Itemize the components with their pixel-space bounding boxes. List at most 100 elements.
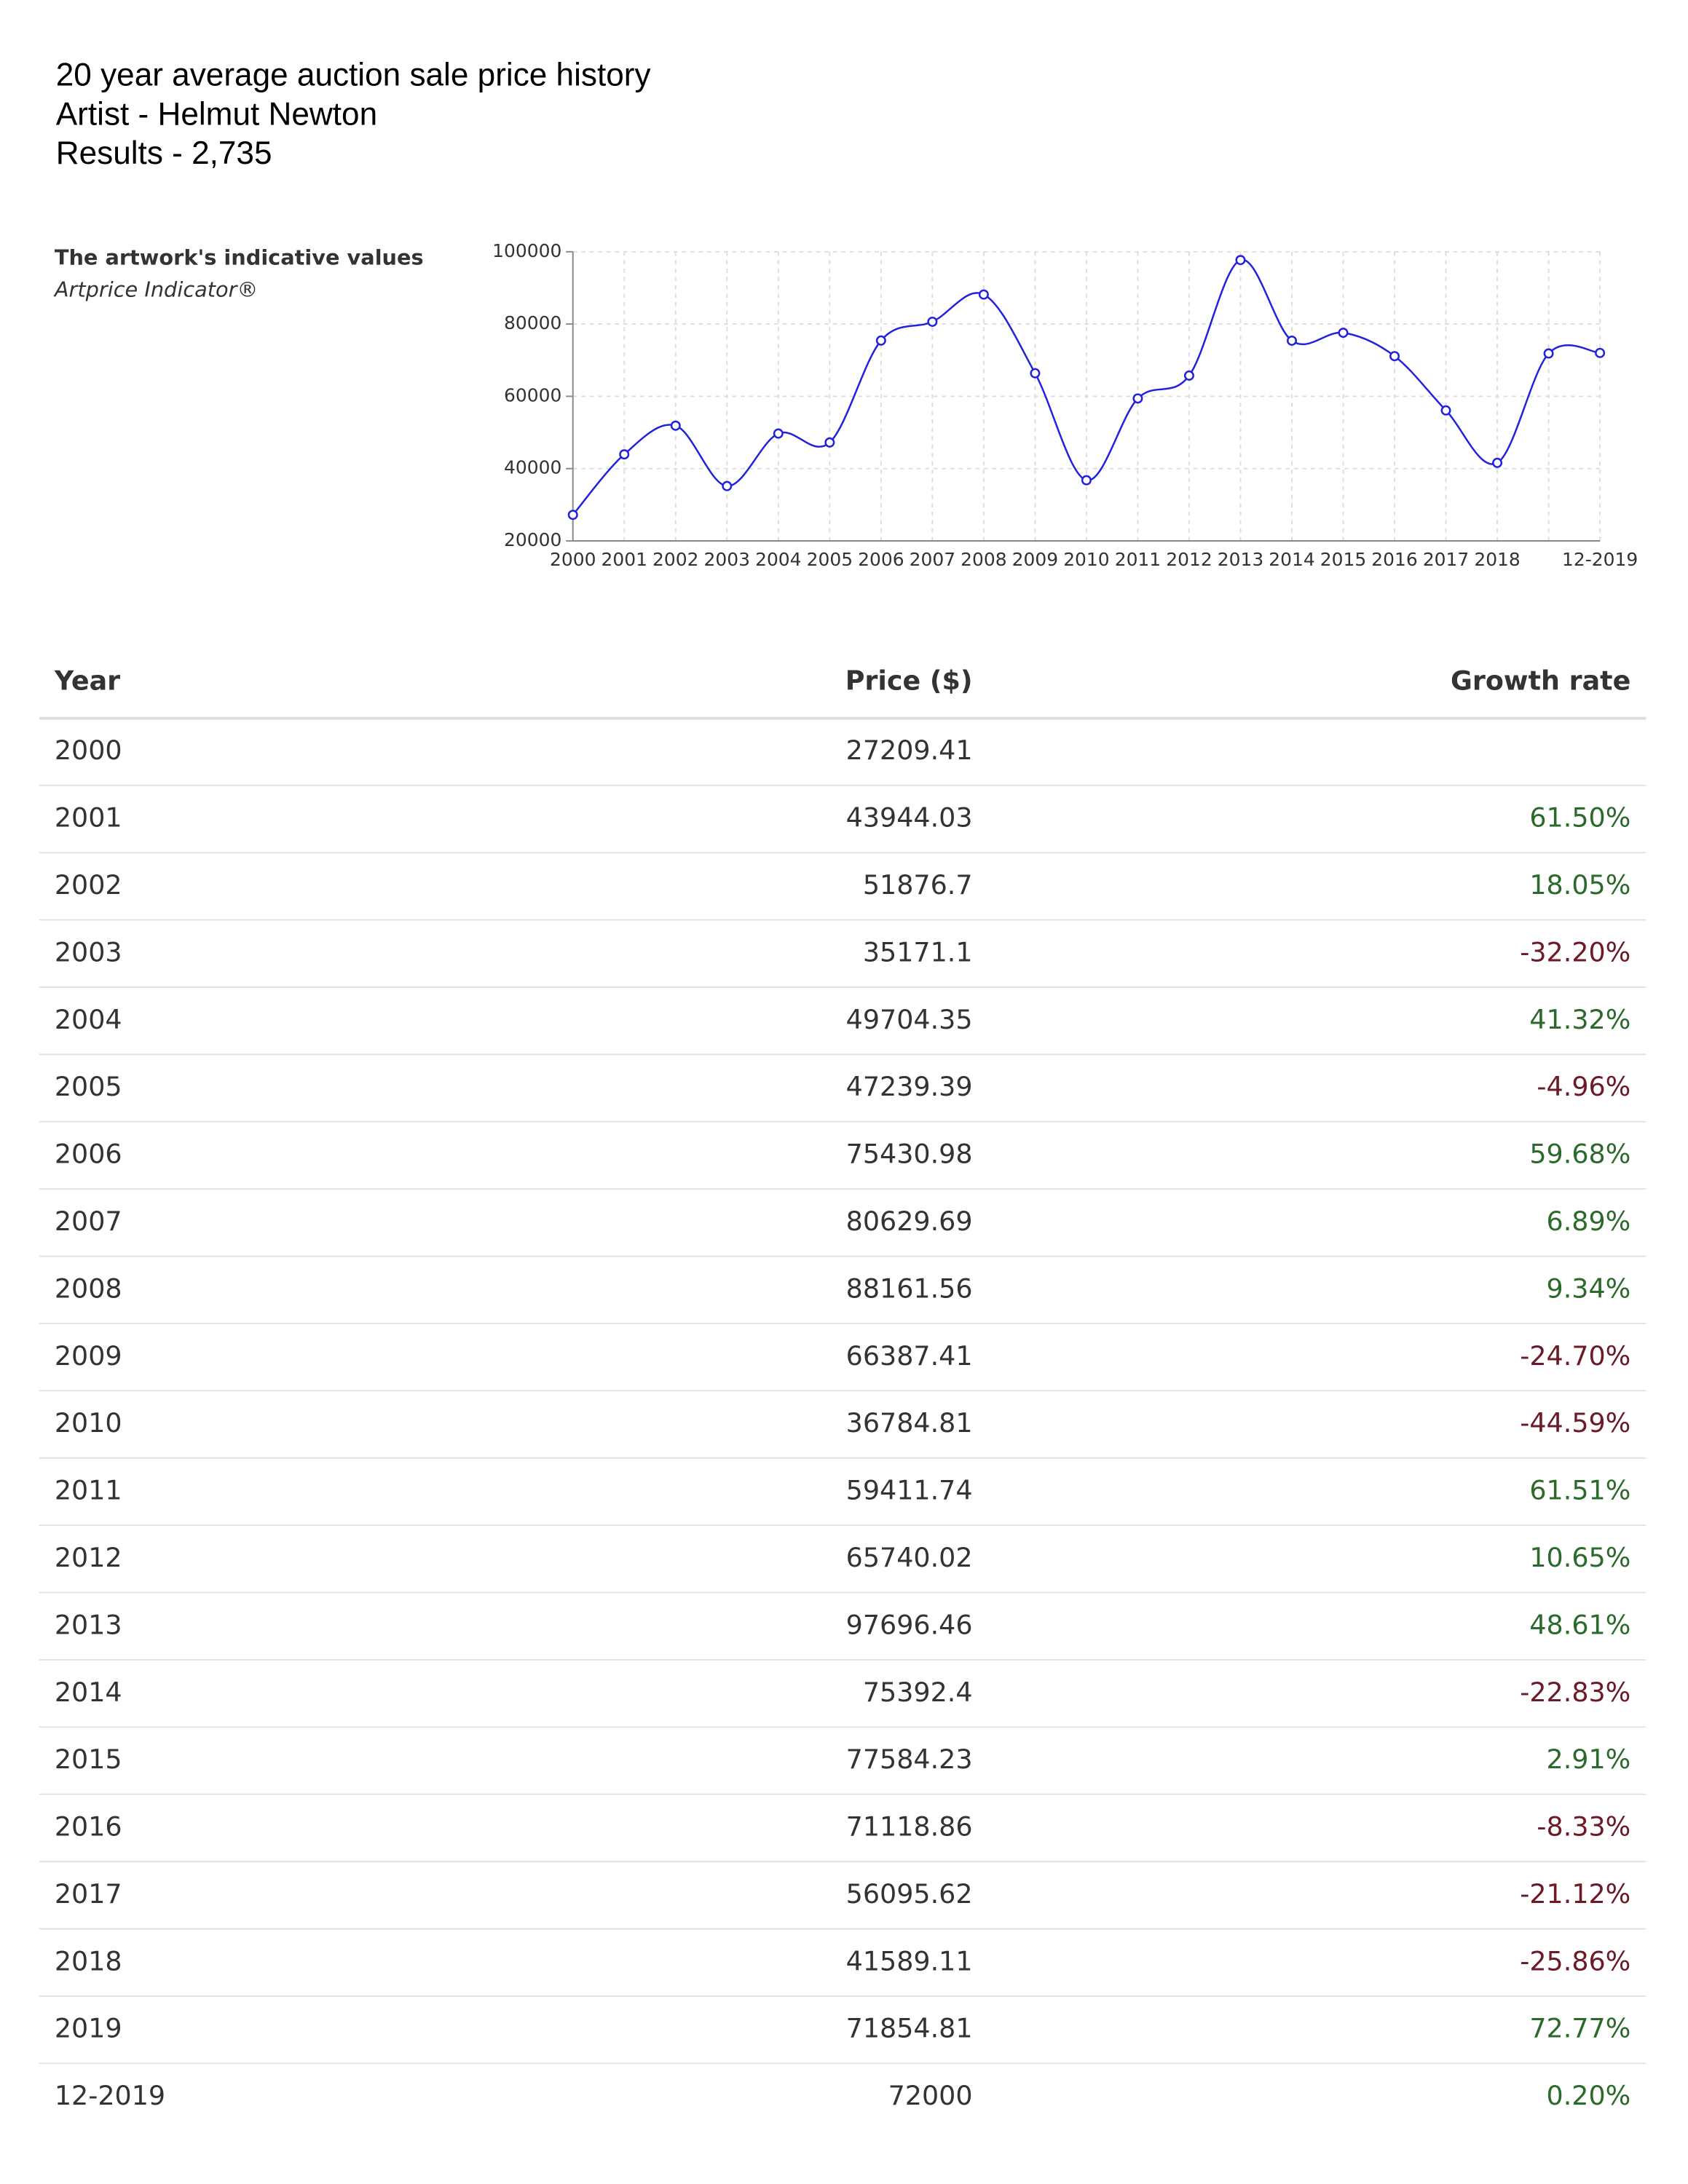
- year-cell: 2010: [55, 1407, 122, 1439]
- x-tick-label: 2014: [1269, 549, 1314, 570]
- page-title: 20 year average auction sale price histo…: [56, 58, 651, 93]
- x-tick-label: 2002: [652, 549, 698, 570]
- year-cell: 2004: [55, 1004, 122, 1035]
- x-tick-label: 2018: [1474, 549, 1520, 570]
- growth-cell: 61.51%: [1529, 1475, 1630, 1506]
- point: [927, 316, 938, 327]
- price-cell: 59411.74: [846, 1475, 973, 1506]
- x-tick-label: 2016: [1371, 549, 1417, 570]
- growth-cell: -25.86%: [1520, 1945, 1630, 1977]
- price-cell: 27209.41: [846, 735, 973, 766]
- year-cell: 2009: [55, 1340, 122, 1372]
- y-tick-label: 20000: [504, 529, 561, 550]
- x-tick-label: 2013: [1218, 549, 1263, 570]
- column-header: Growth rate: [1451, 665, 1630, 696]
- point: [1030, 368, 1041, 379]
- growth-cell: 72.77%: [1529, 2013, 1630, 2044]
- x-tick-label: 2004: [755, 549, 801, 570]
- price-cell: 71118.86: [846, 1811, 973, 1843]
- price-cell: 88161.56: [846, 1273, 973, 1304]
- price-cell: 75430.98: [846, 1139, 973, 1170]
- year-cell: 2001: [55, 802, 122, 834]
- point: [1132, 393, 1143, 404]
- price-cell: 36784.81: [846, 1407, 973, 1439]
- results: Results - 2,735: [56, 135, 272, 171]
- year-cell: 2011: [55, 1475, 122, 1506]
- year-cell: 2016: [55, 1811, 122, 1843]
- point: [1389, 351, 1400, 362]
- x-tick-label: 2000: [550, 549, 596, 570]
- growth-cell: 10.65%: [1529, 1542, 1630, 1573]
- point: [1440, 405, 1451, 416]
- point: [1286, 335, 1298, 346]
- growth-cell: 0.20%: [1547, 2080, 1631, 2111]
- year-cell: 2013: [55, 1609, 122, 1640]
- point: [1081, 475, 1092, 486]
- point: [619, 449, 630, 460]
- year-cell: 2019: [55, 2013, 122, 2044]
- price-cell: 47239.39: [846, 1071, 973, 1102]
- column-header: Year: [54, 665, 120, 696]
- growth-cell: -32.20%: [1520, 936, 1630, 968]
- x-tick-label: 12-2019: [1562, 549, 1638, 570]
- year-cell: 2017: [55, 1878, 122, 1910]
- point: [824, 437, 835, 448]
- price-cell: 35171.1: [863, 936, 973, 968]
- x-tick-label: 2006: [858, 549, 904, 570]
- point: [1235, 255, 1246, 266]
- growth-cell: 9.34%: [1547, 1273, 1631, 1304]
- year-cell: 2018: [55, 1945, 122, 1977]
- year-cell: 2006: [55, 1139, 122, 1170]
- chart-subtitle: Artprice Indicator®: [53, 277, 258, 302]
- growth-cell: 2.91%: [1547, 1744, 1631, 1775]
- price-cell: 51876.7: [863, 869, 973, 901]
- year-cell: 2000: [55, 735, 122, 766]
- growth-cell: 48.61%: [1529, 1609, 1630, 1640]
- year-cell: 2008: [55, 1273, 122, 1304]
- year-cell: 12-2019: [55, 2080, 165, 2111]
- point: [722, 480, 733, 491]
- column-header: Price ($): [845, 665, 973, 696]
- x-tick-label: 2011: [1115, 549, 1161, 570]
- year-cell: 2002: [55, 869, 122, 901]
- x-tick-label: 2012: [1166, 549, 1212, 570]
- point: [875, 335, 886, 346]
- x-tick-label: 2007: [910, 549, 955, 570]
- growth-cell: -22.83%: [1520, 1677, 1630, 1708]
- year-cell: 2007: [55, 1206, 122, 1237]
- price-cell: 41589.11: [846, 1945, 973, 1977]
- point: [773, 428, 784, 439]
- price-cell: 49704.35: [846, 1004, 973, 1035]
- price-cell: 71854.81: [846, 2013, 973, 2044]
- point: [1595, 347, 1606, 358]
- x-tick-label: 2001: [602, 549, 647, 570]
- artist: Artist - Helmut Newton: [56, 96, 377, 132]
- x-tick-label: 2015: [1320, 549, 1366, 570]
- y-tick-label: 100000: [492, 240, 561, 261]
- y-tick-label: 40000: [504, 457, 561, 478]
- growth-cell: -4.96%: [1537, 1071, 1630, 1102]
- price-cell: 56095.62: [846, 1878, 973, 1910]
- point: [978, 289, 989, 300]
- year-cell: 2005: [55, 1071, 122, 1102]
- x-tick-label: 2010: [1063, 549, 1109, 570]
- price-cell: 75392.4: [863, 1677, 973, 1708]
- growth-cell: 59.68%: [1529, 1139, 1630, 1170]
- y-tick-label: 60000: [504, 384, 561, 405]
- x-tick-label: 2009: [1012, 549, 1058, 570]
- point: [567, 510, 578, 521]
- growth-cell: 6.89%: [1547, 1206, 1631, 1237]
- growth-cell: 41.32%: [1529, 1004, 1630, 1035]
- growth-cell: 61.50%: [1529, 802, 1630, 834]
- price-cell: 65740.02: [846, 1542, 973, 1573]
- x-tick-label: 2003: [704, 549, 750, 570]
- chart-title: The artwork's indicative values: [55, 245, 424, 269]
- y-tick-label: 80000: [504, 312, 561, 333]
- point: [1492, 457, 1503, 468]
- year-cell: 2015: [55, 1744, 122, 1775]
- point: [1543, 348, 1554, 359]
- growth-cell: -8.33%: [1537, 1811, 1630, 1843]
- year-cell: 2003: [55, 936, 122, 968]
- growth-cell: -24.70%: [1520, 1340, 1630, 1372]
